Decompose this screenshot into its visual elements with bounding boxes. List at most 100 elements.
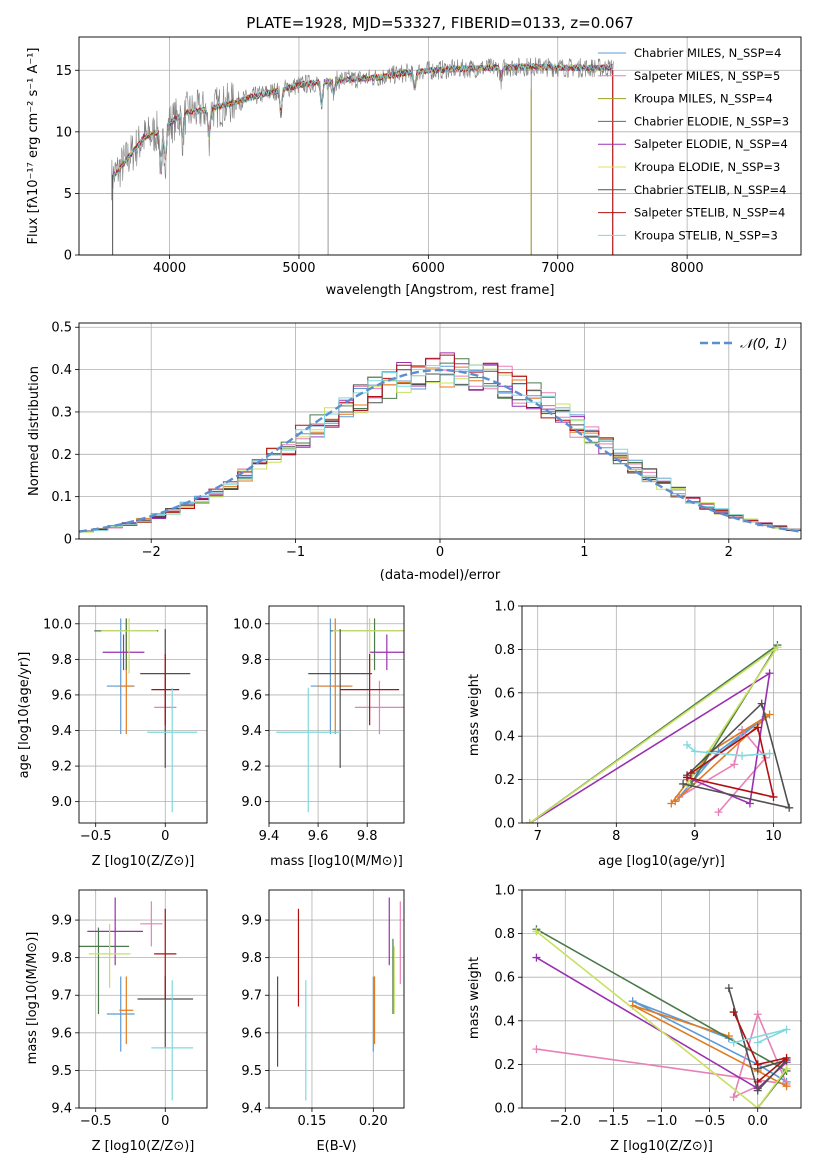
weight-marker [753, 1010, 762, 1019]
legend-entry: Kroupa ELODIE, N_SSP=3 [634, 160, 780, 174]
y-tick-label: 0.4 [494, 1014, 515, 1029]
weight-marker [730, 760, 739, 769]
axes-frame [78, 889, 208, 1109]
x-tick-label: 0 [436, 545, 444, 560]
y-tick-label: 0.4 [51, 363, 72, 378]
axes-frame [78, 36, 802, 256]
y-tick-label: 0 [64, 249, 72, 264]
weight-line [728, 987, 790, 1093]
gaussian-curve [79, 368, 801, 533]
x-axis-label: E(B-V) [316, 1139, 356, 1154]
axes-frame [268, 605, 405, 824]
x-tick-label: 9.6 [308, 829, 329, 844]
weight-marker [525, 819, 534, 823]
x-tick-label: 2 [725, 545, 733, 560]
y-tick-label: 9.0 [241, 795, 262, 810]
y-tick-label: 0.2 [494, 773, 515, 788]
y-tick-label: 9.7 [51, 989, 72, 1004]
y-tick-label: 0.4 [494, 730, 515, 745]
chart-title: PLATE=1928, MJD=53327, FIBERID=0133, z=0… [246, 14, 633, 32]
x-tick-label: 1 [580, 545, 588, 560]
weight-marker [724, 984, 733, 993]
y-tick-label: 0.0 [494, 1102, 515, 1117]
weight-marker [782, 1082, 791, 1091]
x-tick-label: 7000 [541, 261, 574, 276]
x-axis-label: Z [log10(Z/Z⊙)] [92, 854, 195, 869]
y-tick-label: 9.8 [51, 653, 72, 668]
x-tick-label: 5000 [282, 261, 315, 276]
x-tick-label: 0 [161, 1114, 169, 1129]
legend-entry: Kroupa STELIB, N_SSP=3 [634, 228, 778, 242]
y-tick-label: 9.9 [241, 914, 262, 929]
model-spectrum [112, 62, 613, 181]
weight-marker [714, 808, 723, 817]
y-tick-label: 9.8 [241, 653, 262, 668]
x-tick-label: 6000 [412, 261, 445, 276]
y-tick-label: 9.4 [241, 724, 262, 739]
grid-7 [522, 889, 801, 1109]
x-tick-label: 8000 [671, 261, 704, 276]
x-tick-label: −1.5 [598, 1114, 630, 1129]
legend-entry: Salpeter ELODIE, N_SSP=4 [634, 137, 788, 151]
y-tick-label: 1.0 [494, 600, 515, 615]
legend-entry: Chabrier MILES, N_SSP=4 [634, 46, 781, 60]
x-tick-label: 4000 [153, 261, 186, 276]
x-axis-label: age [log10(age/yr)] [598, 854, 725, 869]
weight-line [682, 702, 791, 809]
y-tick-label: 10.0 [43, 617, 72, 632]
weight-line [686, 726, 775, 799]
y-tick-label: 9.2 [241, 760, 262, 775]
y-tick-label: 0.0 [494, 817, 515, 832]
weight-marker [738, 751, 747, 760]
legend-entry: Kroupa MILES, N_SSP=4 [634, 92, 773, 106]
legend-entry: Salpeter STELIB, N_SSP=4 [634, 206, 785, 220]
weight-line [686, 744, 770, 757]
x-tick-label: −2 [142, 545, 161, 560]
x-tick-label: 8 [612, 829, 620, 844]
x-tick-label: 0 [161, 829, 169, 844]
x-tick-label: 7 [534, 829, 542, 844]
weight-marker [765, 669, 774, 678]
grid-6 [269, 890, 404, 1109]
weight-line [632, 1004, 787, 1087]
weight-marker [769, 792, 778, 801]
y-axis-label: Normed distribution [27, 366, 42, 496]
error-bars [79, 897, 194, 1101]
y-tick-label: 9.4 [51, 1102, 72, 1117]
weight-marker [765, 749, 774, 758]
legend-entry: Chabrier STELIB, N_SSP=4 [634, 183, 786, 197]
error-bars [276, 618, 404, 813]
weight-marker [532, 953, 541, 962]
weight-marker [753, 723, 762, 732]
weight-marker [729, 1093, 738, 1102]
weight-marker [532, 927, 541, 936]
histograms [79, 352, 801, 535]
y-axis-label: Flux [fλ10⁻¹⁷ erg cm⁻² s⁻¹ A⁻¹] [26, 48, 41, 245]
spectrum-lines [111, 57, 614, 255]
y-tick-label: 0.5 [51, 321, 72, 336]
x-tick-label: −2.0 [550, 1114, 582, 1129]
weight-marker [690, 747, 699, 756]
weight-marker [753, 1086, 762, 1095]
weight-marker [773, 643, 782, 652]
x-tick-label: 0.20 [359, 1114, 388, 1129]
legend-entry: Salpeter MILES, N_SSP=5 [634, 69, 780, 83]
weight-marker [765, 710, 774, 719]
x-tick-label: 0.0 [747, 1114, 768, 1129]
legend-entry: 𝒩(0, 1) [740, 337, 787, 352]
grid-2 [79, 606, 207, 823]
y-axis-label: mass weight [467, 674, 482, 756]
y-tick-label: 9.5 [241, 1064, 262, 1079]
x-tick-label: −0.5 [80, 829, 112, 844]
y-tick-label: 5 [64, 187, 72, 202]
weight-marker [753, 1104, 762, 1108]
y-tick-label: 0.3 [51, 405, 72, 420]
y-tick-label: 0.8 [494, 643, 515, 658]
weight-lines [532, 925, 791, 1108]
y-tick-label: 0.6 [494, 686, 515, 701]
x-tick-label: −0.5 [80, 1114, 112, 1129]
y-tick-label: 0.1 [51, 490, 72, 505]
weight-marker [753, 1077, 762, 1086]
